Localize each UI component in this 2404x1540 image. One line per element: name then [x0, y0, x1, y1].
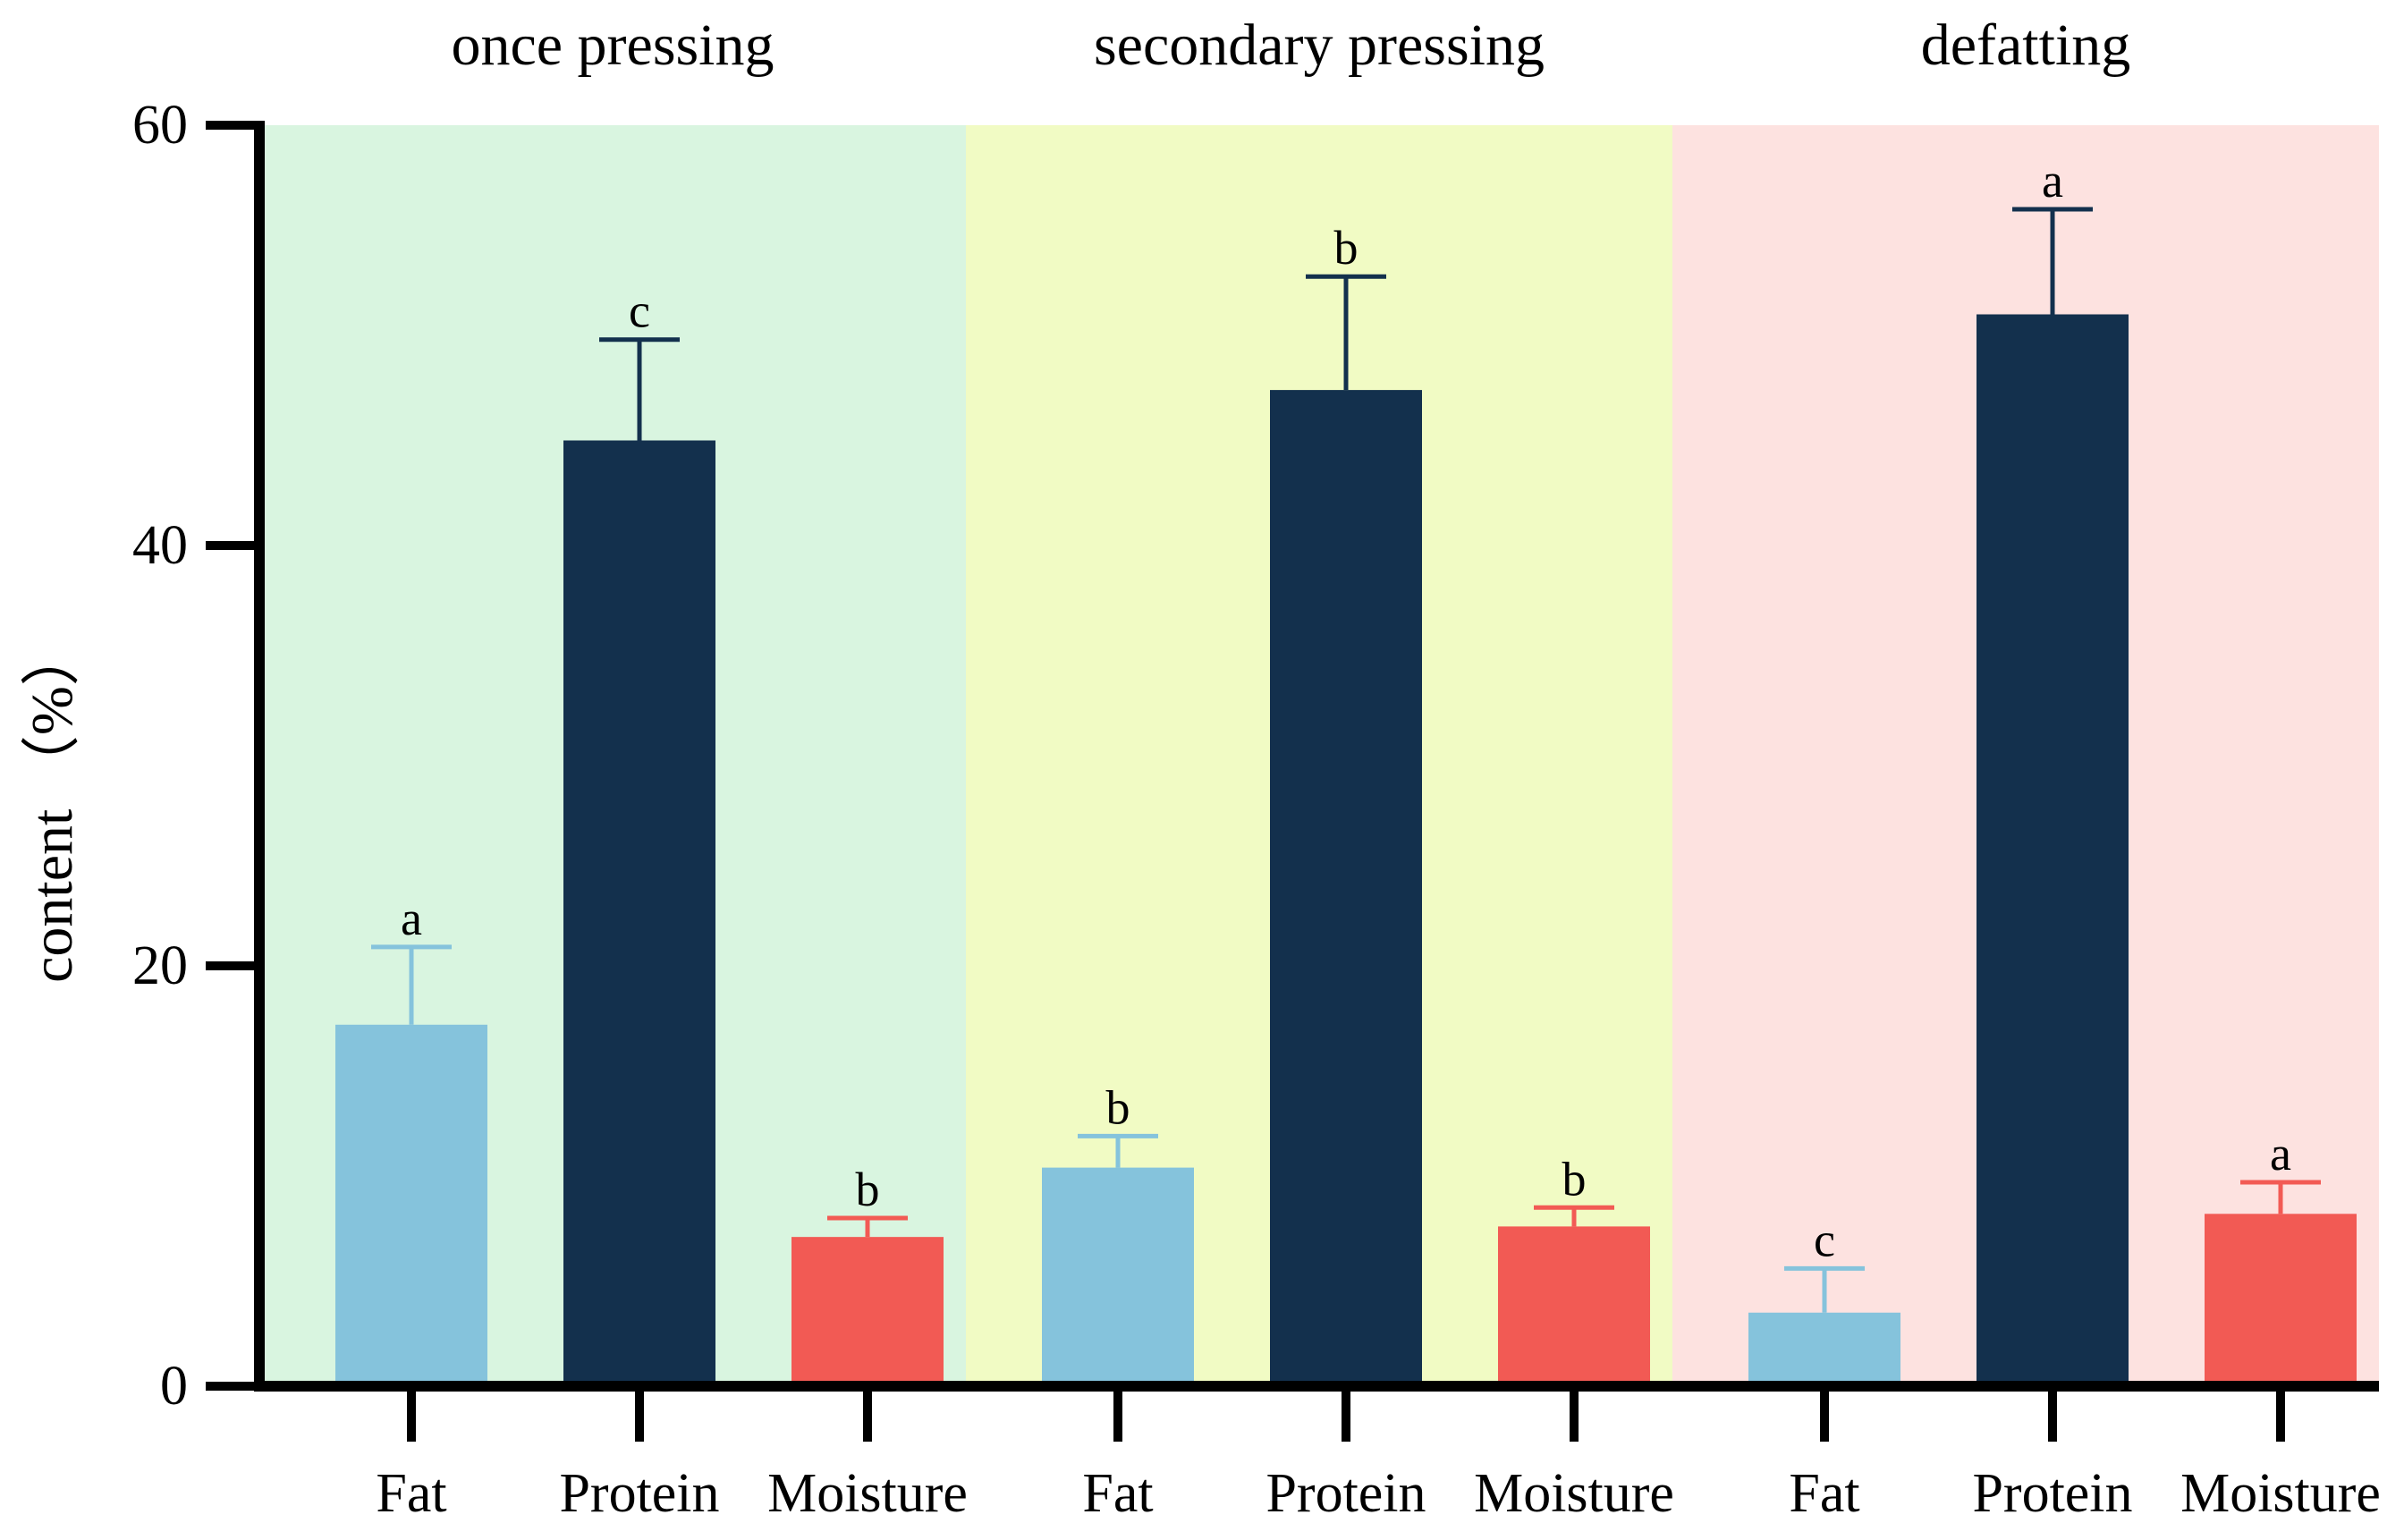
bar — [1498, 1226, 1650, 1386]
significance-label: a — [401, 892, 422, 945]
bar — [1270, 390, 1422, 1387]
category-labels: Fat Protein Moisture Fat Protein Moisture Fat P… — [376, 1463, 2381, 1524]
bar — [335, 1024, 487, 1386]
bar — [1977, 314, 2129, 1386]
category-label: Fat — [376, 1463, 446, 1524]
significance-label: b — [856, 1163, 880, 1216]
y-tick-label: 40 — [132, 515, 188, 576]
category-label: Protein — [559, 1463, 719, 1524]
category-label: Fat — [1082, 1463, 1153, 1524]
y-axis-title: content （%） — [20, 627, 85, 983]
y-tick-label: 60 — [132, 95, 188, 156]
significance-label: a — [2042, 154, 2063, 207]
category-label: Moisture — [2180, 1463, 2381, 1524]
significance-label: c — [1814, 1213, 1835, 1266]
significance-label: c — [629, 284, 650, 338]
category-label: Moisture — [1474, 1463, 1674, 1524]
significance-label: a — [2270, 1127, 2291, 1180]
group-title: once pressing — [451, 13, 774, 78]
bar — [563, 440, 715, 1386]
bar — [2205, 1214, 2357, 1386]
error-bars — [371, 207, 2321, 1313]
bar — [791, 1237, 944, 1386]
group-title: defatting — [1921, 13, 2131, 78]
category-label: Moisture — [767, 1463, 968, 1524]
significance-labels: a c b b b b c a a — [401, 154, 2291, 1266]
y-tick-label: 0 — [160, 1356, 188, 1417]
significance-label: b — [1562, 1152, 1587, 1206]
bar — [1042, 1167, 1194, 1386]
group-title: secondary pressing — [1094, 13, 1545, 78]
y-tick-label: 20 — [132, 935, 188, 996]
significance-label: b — [1334, 221, 1359, 275]
bar — [1748, 1312, 1900, 1386]
group-titles: once pressing secondary pressing defatting — [451, 13, 2130, 78]
category-label: Protein — [1265, 1463, 1426, 1524]
significance-label: b — [1106, 1080, 1130, 1134]
bars — [335, 314, 2357, 1387]
category-label: Fat — [1789, 1463, 1859, 1524]
axes: 0 20 40 60 — [132, 95, 2379, 1442]
category-label: Protein — [1972, 1463, 2132, 1524]
